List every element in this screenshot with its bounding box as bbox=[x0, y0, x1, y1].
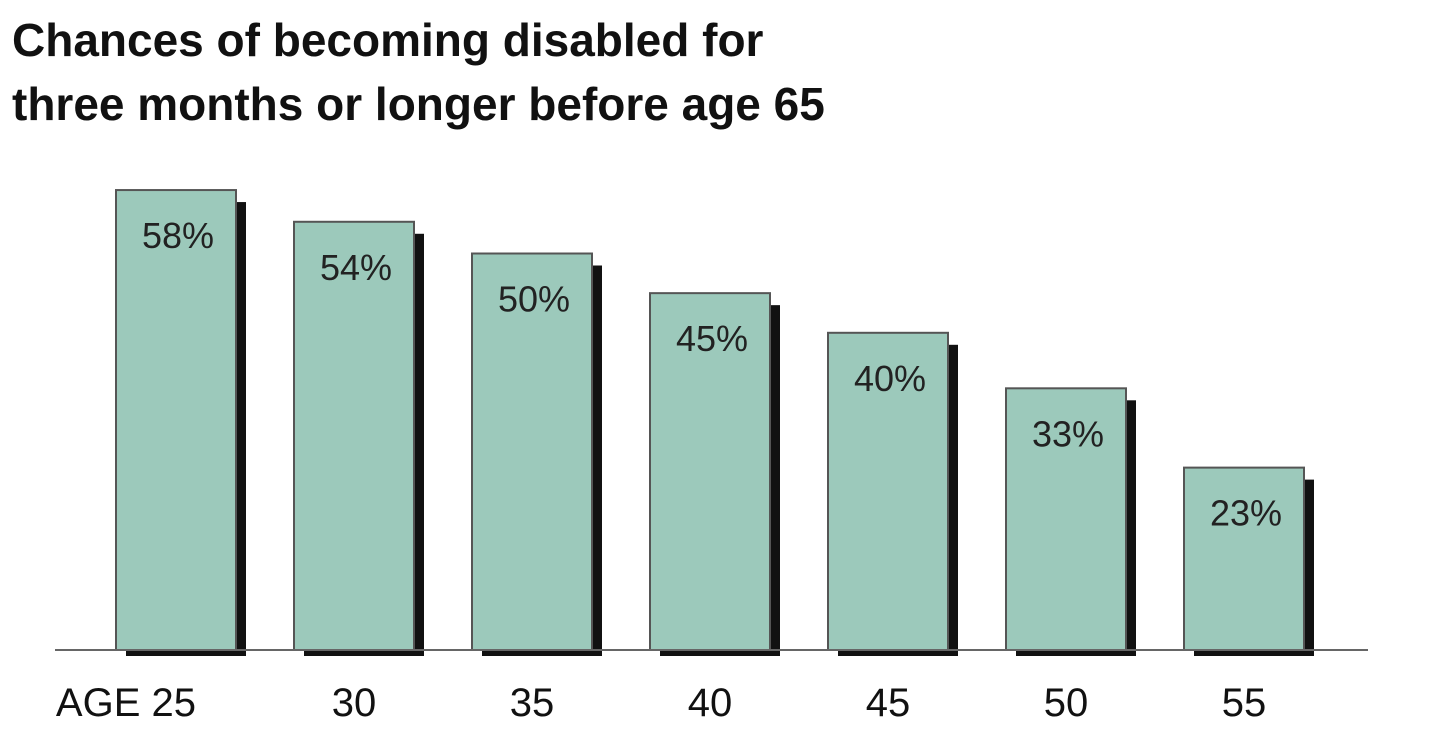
x-tick-label: 40 bbox=[688, 681, 733, 725]
value-label: 54% bbox=[320, 247, 392, 288]
bar bbox=[1005, 387, 1127, 651]
value-label: 23% bbox=[1210, 493, 1282, 534]
bar bbox=[115, 189, 237, 651]
bar bbox=[649, 292, 771, 651]
value-label: 40% bbox=[854, 358, 926, 399]
x-tick-label: 45 bbox=[866, 681, 911, 725]
value-label: 45% bbox=[676, 318, 748, 359]
value-label: 33% bbox=[1032, 413, 1104, 454]
x-tick-label: 35 bbox=[510, 681, 555, 725]
x-tick-label: 30 bbox=[332, 681, 377, 725]
x-tick-label: 50 bbox=[1044, 681, 1089, 725]
chart-title: Chances of becoming disabled for bbox=[12, 14, 764, 66]
x-tick-label: AGE 25 bbox=[56, 681, 196, 725]
value-label: 58% bbox=[142, 215, 214, 256]
value-label: 50% bbox=[498, 279, 570, 320]
chart-title: three months or longer before age 65 bbox=[12, 78, 825, 130]
bar bbox=[827, 331, 949, 651]
x-tick-label: 55 bbox=[1222, 681, 1267, 725]
